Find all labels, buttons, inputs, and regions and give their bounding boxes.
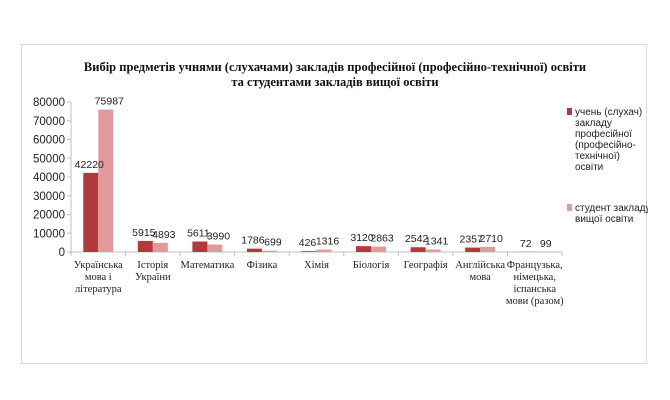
legend-label: освіти [575, 162, 603, 173]
data-label: 3990 [207, 231, 231, 243]
data-label: 5611 [187, 227, 210, 239]
chart-title: Вибір предметів учнями (слухачами) закла… [84, 60, 586, 89]
data-label: 3120 [350, 232, 374, 244]
data-label: 5915 [132, 227, 156, 239]
legend-label: вищої освіти [575, 214, 633, 225]
y-tick-label: 80000 [33, 97, 65, 109]
y-axis: 0 10000 20000 30000 40000 50000 60000 70000 8000… [33, 97, 72, 259]
bar [316, 249, 332, 252]
data-label: 1341 [425, 235, 449, 247]
bar [83, 172, 99, 252]
x-category-label: Французька, [507, 260, 563, 271]
y-tick-label: 20000 [33, 210, 65, 222]
bar [261, 250, 277, 252]
bar [246, 248, 262, 252]
data-label: 699 [264, 237, 282, 249]
legend-swatch [567, 204, 572, 211]
legend: учень (слухач)закладупрофесійної(професі… [567, 107, 648, 225]
chart-title-line: та студентами закладів вищої освіти [231, 75, 438, 89]
bar [137, 240, 153, 252]
bar [371, 246, 387, 252]
x-category-label: Англійська [455, 260, 505, 271]
bar [98, 109, 114, 252]
data-label: 72 [520, 238, 532, 250]
y-tick-label: 10000 [33, 228, 65, 240]
data-label: 2357 [459, 234, 483, 246]
bar [410, 247, 426, 252]
legend-swatch [567, 108, 572, 115]
chart-title-line: Вибір предметів учнями (слухачами) закла… [84, 60, 586, 74]
x-category-label: мови (разом) [506, 296, 564, 307]
bar-chart: Вибір предметів учнями (слухачами) закла… [33, 60, 648, 307]
bar [152, 242, 168, 252]
data-label: 4893 [152, 229, 176, 241]
data-labels: 42220 5915 5611 1786 426 3120 2542 2357 72 75987 4… [75, 96, 552, 250]
legend-label: закладу [575, 118, 612, 129]
data-label: 42220 [75, 159, 104, 171]
y-tick-label: 40000 [33, 172, 65, 184]
legend-label: студент закладу [575, 203, 648, 214]
x-category-label: Фізика [247, 260, 278, 271]
x-category-label: Хімія [304, 260, 329, 271]
legend-label: технічної) [575, 151, 620, 162]
x-category-label: література [75, 284, 122, 295]
x-category-label: України [135, 272, 171, 283]
x-category-label: мова [469, 272, 491, 283]
bar [425, 249, 441, 252]
bar [207, 244, 223, 252]
x-category-label: Біологія [353, 260, 390, 271]
data-label: 426 [299, 237, 317, 249]
legend-label: (професійно- [575, 139, 636, 151]
bar [356, 246, 372, 252]
data-label: 2863 [370, 233, 394, 245]
y-tick-label: 50000 [33, 153, 65, 165]
bar [192, 241, 208, 252]
x-category-label: Математика [181, 260, 235, 271]
x-category-label: мова і [85, 272, 112, 283]
legend-label: професійної [575, 128, 632, 140]
y-tick-label: 60000 [33, 135, 65, 147]
data-label: 75987 [95, 96, 124, 108]
y-tick-label: 30000 [33, 191, 65, 203]
x-category-label: Географія [404, 260, 448, 271]
x-category-label: німецька, [513, 272, 555, 283]
x-category-label: Історія [137, 260, 168, 271]
data-label: 99 [540, 238, 552, 250]
chart-frame: Вибір предметів учнями (слухачами) закла… [21, 44, 648, 364]
legend-label: учень (слухач) [575, 107, 642, 118]
x-category-label: іспанська [513, 284, 556, 295]
data-label: 1316 [316, 236, 340, 248]
data-label: 2542 [405, 233, 429, 245]
data-label: 1786 [241, 235, 265, 247]
y-tick-label: 0 [59, 247, 65, 259]
y-tick-label: 70000 [33, 116, 65, 128]
bar [301, 251, 317, 252]
bars [83, 109, 550, 252]
data-label: 2710 [479, 233, 503, 245]
bar [465, 247, 481, 252]
bar [480, 246, 496, 252]
x-category-label: Українська [74, 260, 123, 271]
